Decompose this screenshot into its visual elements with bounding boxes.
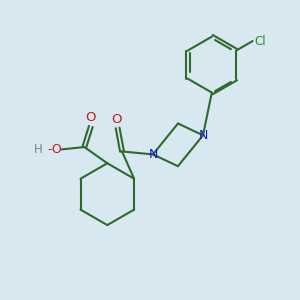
Text: -O: -O [48,143,62,156]
Text: N: N [148,148,158,161]
Text: N: N [198,129,208,142]
Text: O: O [85,111,96,124]
Text: O: O [111,112,122,126]
Text: Cl: Cl [255,34,266,48]
Text: H: H [34,143,43,156]
